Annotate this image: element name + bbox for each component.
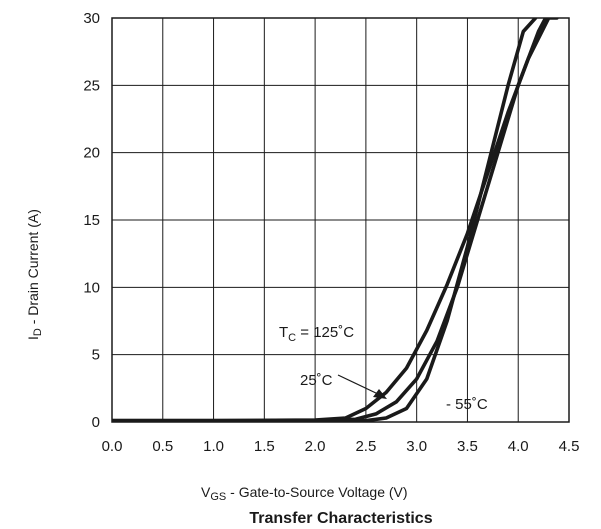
x-tick-label: 4.5: [559, 438, 580, 455]
y-tick-label: 20: [83, 145, 100, 162]
chart-title: Transfer Characteristics: [249, 510, 432, 527]
y-tick-label: 5: [92, 347, 100, 364]
grid-lines: [112, 18, 569, 422]
x-tick-label: 2.0: [305, 438, 326, 455]
y-tick-label: 0: [92, 414, 100, 431]
x-axis-label: VGS - Gate-to-Source Voltage (V): [201, 484, 408, 503]
x-tick-label: 2.5: [355, 438, 376, 455]
series-lines: [112, 18, 559, 422]
annotation-25c-arrowhead: [373, 389, 387, 399]
x-tick-label: 0.5: [152, 438, 173, 455]
annotation-25c: 25˚C: [300, 372, 333, 389]
x-tick-label: 1.0: [203, 438, 224, 455]
x-tick-label: 4.0: [508, 438, 529, 455]
y-tick-label: 30: [83, 10, 100, 27]
x-tick-label: 0.0: [102, 438, 123, 455]
y-tick-label: 10: [83, 279, 100, 296]
series-line-tc-125-c: [112, 18, 559, 422]
series-line-25-c: [112, 18, 548, 422]
x-tick-label: 3.5: [457, 438, 478, 455]
y-tick-label: 25: [83, 77, 100, 94]
x-tick-label: 1.5: [254, 438, 275, 455]
y-axis-label: ID - Drain Current (A): [25, 209, 44, 340]
y-tick-label: 15: [83, 212, 100, 229]
annotation-tc-125: TC = 125˚C: [279, 324, 354, 344]
x-tick-label: 3.0: [406, 438, 427, 455]
y-tick-labels: 0 5 10 15 20 25 30: [83, 10, 100, 431]
x-tick-labels: 0.0 0.5 1.0 1.5 2.0 2.5 3.0 3.5 4.0 4.5: [102, 438, 580, 455]
annotation-25c-arrow-line: [337, 374, 379, 395]
series-line-55-c: [112, 18, 538, 422]
annotation-minus-55c: - 55˚C: [446, 396, 488, 413]
